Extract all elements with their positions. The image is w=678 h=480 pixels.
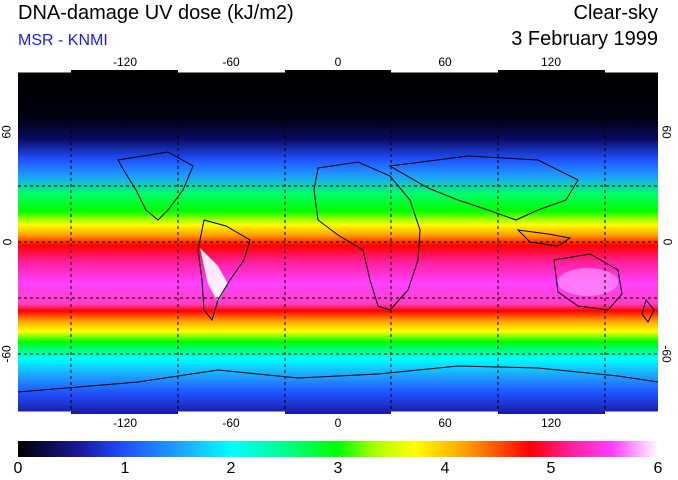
lon-top-label: -120	[112, 55, 138, 69]
lon-bottom-label: -120	[112, 416, 138, 430]
coast-new-zealand	[641, 298, 655, 323]
colorbar-label: 2	[226, 460, 236, 477]
lat-right-label: -60	[659, 345, 674, 363]
coast-asia	[388, 155, 579, 221]
colorbar-label: 3	[333, 460, 343, 477]
coast-north-america	[117, 151, 194, 221]
coast-south-america	[197, 219, 251, 322]
colorbar-label: 4	[440, 460, 450, 477]
lon-top-label: -60	[222, 55, 240, 69]
lon-bottom-label: 120	[540, 416, 562, 430]
lon-bottom-label: 60	[438, 416, 452, 430]
lat-right-label: 0	[660, 238, 675, 246]
lat-left-label: 60	[0, 125, 14, 139]
colorbar	[18, 441, 658, 457]
colorbar-label: 6	[653, 460, 663, 477]
lon-bottom-label: -60	[222, 416, 240, 430]
lon-bottom-label: 0	[334, 416, 342, 430]
sky-condition-label: Clear-sky	[573, 2, 658, 24]
date-label: 3 February 1999	[511, 28, 658, 50]
source-label: MSR - KNMI	[18, 32, 108, 49]
lat-left-label: 0	[0, 238, 15, 246]
graticule	[18, 70, 658, 414]
uv-dose-map-graphic	[18, 70, 658, 414]
colorbar-label: 5	[546, 460, 556, 477]
uv-dose-map	[18, 70, 658, 414]
lat-left-label: -60	[0, 345, 14, 363]
lon-top-label: 0	[334, 55, 342, 69]
lon-top-label: 60	[438, 55, 452, 69]
lon-top-label: 120	[540, 55, 562, 69]
australia-highlight	[558, 268, 618, 296]
plot-title: DNA-damage UV dose (kJ/m2)	[18, 2, 294, 24]
coastlines	[18, 151, 658, 393]
lat-right-label: 60	[659, 125, 674, 139]
coast-antarctica	[18, 365, 658, 393]
coast-australia	[553, 253, 623, 311]
colorbar-label: 1	[120, 460, 130, 477]
frame-ticks	[18, 70, 658, 414]
colorbar-label: 0	[13, 460, 23, 477]
coast-africa-europe	[313, 161, 421, 311]
andes-highlight	[200, 248, 228, 302]
